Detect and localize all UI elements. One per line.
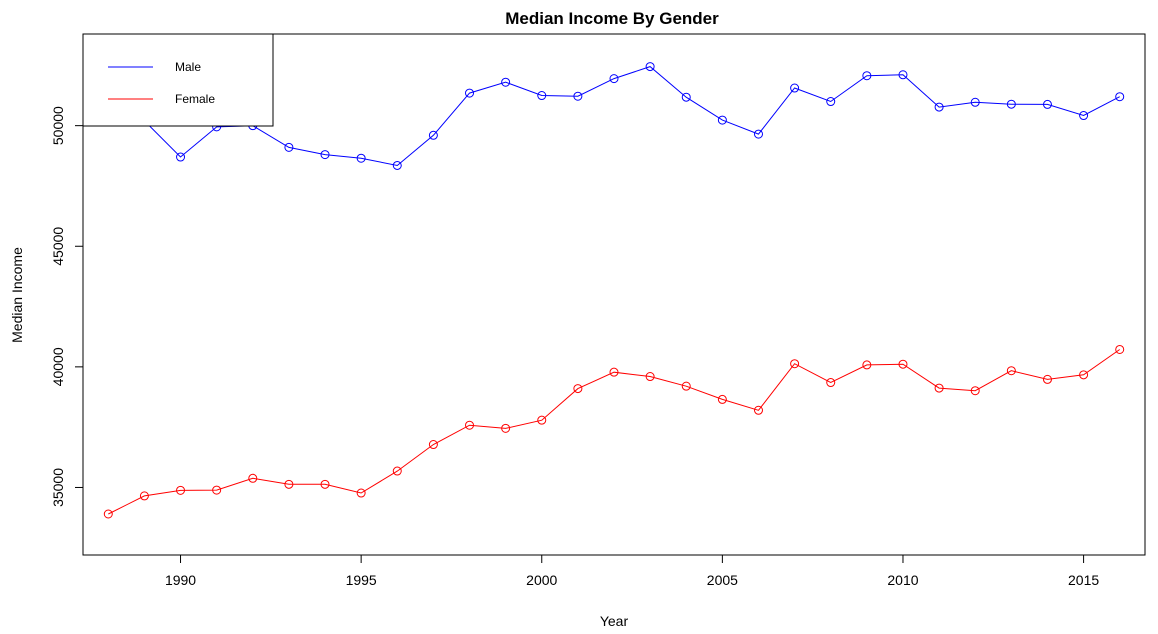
data-point-male: [934, 102, 944, 112]
y-axis: 35000 40000 45000 50000: [50, 106, 83, 507]
data-point-male: [1079, 111, 1089, 121]
data-point-male: [862, 71, 872, 81]
data-point-male: [898, 70, 908, 80]
data-point-female: [645, 372, 655, 382]
data-point-female: [392, 466, 402, 476]
series-layer: [103, 62, 1125, 519]
data-point-male: [1006, 99, 1016, 109]
data-point-male: [1115, 92, 1125, 102]
data-point-female: [898, 359, 908, 369]
y-tick-label: 45000: [50, 227, 66, 266]
data-point-male: [176, 152, 186, 162]
data-point-female: [248, 473, 258, 483]
data-point-female: [212, 485, 222, 495]
data-point-female: [284, 479, 294, 489]
legend-box: [82, 33, 274, 127]
y-axis-label: Median Income: [9, 247, 25, 343]
data-point-male: [537, 91, 547, 101]
data-point-female: [103, 509, 113, 519]
plot-frame: [82, 33, 1146, 556]
y-tick-label: 35000: [50, 468, 66, 507]
chart-title: Median Income By Gender: [505, 9, 719, 28]
data-point-male: [681, 92, 691, 102]
data-point-female: [428, 440, 438, 450]
x-tick-label: 2010: [887, 572, 918, 588]
data-point-female: [356, 488, 366, 498]
series-line-female: [108, 349, 1120, 515]
data-point-male: [1042, 99, 1052, 109]
data-point-male: [356, 153, 366, 163]
legend-label-male: Male: [175, 60, 201, 74]
data-point-female: [139, 491, 149, 501]
y-tick-label: 50000: [50, 106, 66, 145]
data-point-female: [501, 423, 511, 433]
x-tick-label: 2000: [526, 572, 557, 588]
data-point-male: [826, 97, 836, 107]
data-point-male: [573, 91, 583, 101]
data-point-female: [934, 383, 944, 393]
x-tick-label: 1990: [165, 572, 196, 588]
x-axis: 1990 1995 2000 2005 2010 2015: [165, 555, 1099, 588]
data-point-male: [609, 74, 619, 84]
data-point-male: [501, 77, 511, 87]
data-point-female: [826, 378, 836, 388]
data-point-male: [790, 83, 800, 93]
data-point-male: [645, 62, 655, 72]
x-tick-label: 2015: [1068, 572, 1099, 588]
series-female: [103, 344, 1125, 519]
x-tick-label: 2005: [707, 572, 738, 588]
legend: Male Female: [82, 33, 274, 127]
legend-label-female: Female: [175, 92, 215, 106]
data-point-female: [1079, 370, 1089, 380]
data-point-female: [970, 386, 980, 396]
data-point-male: [753, 129, 763, 139]
data-point-male: [428, 130, 438, 140]
data-point-female: [176, 485, 186, 495]
data-point-female: [717, 394, 727, 404]
data-point-female: [1006, 366, 1016, 376]
data-point-female: [862, 360, 872, 370]
data-point-female: [320, 479, 330, 489]
data-point-male: [717, 115, 727, 125]
data-point-female: [1042, 374, 1052, 384]
data-point-male: [970, 97, 980, 107]
data-point-female: [609, 367, 619, 377]
data-point-female: [681, 381, 691, 391]
data-point-male: [465, 88, 475, 98]
data-point-male: [392, 160, 402, 170]
data-point-female: [790, 359, 800, 369]
x-axis-label: Year: [600, 613, 629, 629]
data-point-female: [465, 420, 475, 430]
data-point-male: [284, 142, 294, 152]
series-line-male: [108, 66, 1120, 167]
y-tick-label: 40000: [50, 347, 66, 386]
data-point-male: [320, 150, 330, 160]
data-point-female: [1115, 344, 1125, 354]
data-point-female: [573, 384, 583, 394]
data-point-female: [537, 415, 547, 425]
data-point-female: [753, 405, 763, 415]
x-tick-label: 1995: [346, 572, 377, 588]
